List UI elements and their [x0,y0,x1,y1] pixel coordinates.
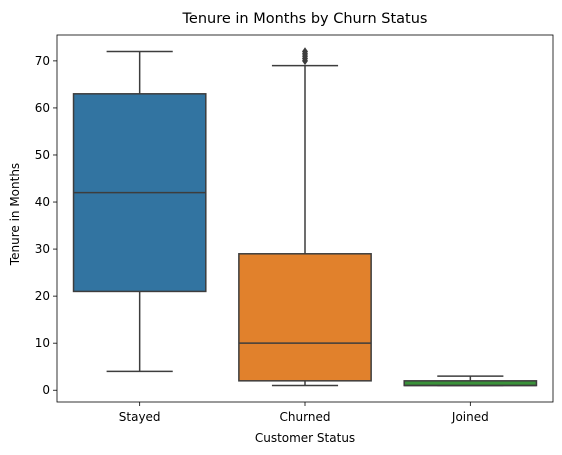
y-tick-label: 60 [35,101,50,115]
x-tick-label: Joined [451,410,489,424]
y-tick-label: 10 [35,336,50,350]
x-tick-label: Stayed [119,410,161,424]
y-tick-label: 70 [35,54,50,68]
y-tick-label: 0 [42,383,50,397]
y-tick-label: 20 [35,289,50,303]
y-tick-label: 40 [35,195,50,209]
y-tick-label: 50 [35,148,50,162]
box-churned [238,253,372,382]
chart-title: Tenure in Months by Churn Status [182,11,428,27]
y-tick-label: 30 [35,242,50,256]
plot-area: 0 10 20 30 40 50 60 70 Stayed Churned Joined [35,34,554,424]
x-tick-label: Churned [280,410,331,424]
outlier-point [302,47,308,56]
y-axis-label: Tenure in Months [8,163,22,266]
x-axis-label: Customer Status [255,431,355,445]
